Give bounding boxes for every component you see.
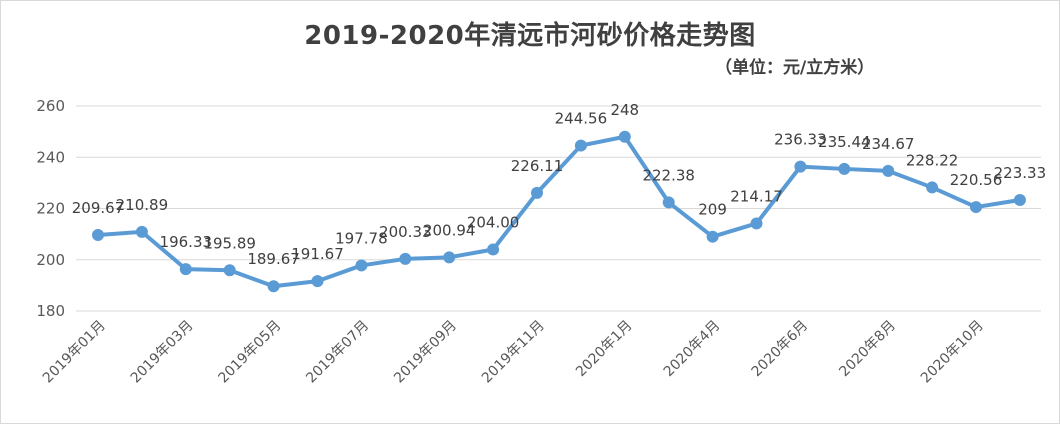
data-point [794,160,807,173]
data-label: 220.56 [950,171,1003,189]
data-label: 235.44 [818,133,871,151]
data-label: 248 [610,101,639,119]
data-label: 236.33 [774,131,827,149]
data-label: 209 [698,201,727,219]
data-point [487,243,500,256]
data-point [399,252,412,265]
data-point [531,186,543,199]
data-point [574,139,587,152]
data-label: 226.11 [511,157,564,175]
data-label: 223.33 [994,164,1047,182]
data-point [970,201,982,214]
data-label: 200.94 [423,221,476,239]
chart-subtitle: （单位：元/立方米） [715,58,875,78]
x-tick-label: 2020年1月 [573,318,636,381]
x-tick-label: 2019年09月 [391,318,460,387]
y-tick-label: 220 [36,200,65,218]
data-label: 197.78 [335,229,388,247]
x-tick-label: 2020年8月 [836,318,899,381]
data-label: 204.00 [467,214,520,232]
data-label: 191.67 [291,245,344,263]
y-tick-label: 180 [36,302,65,320]
series-layer [92,130,1026,293]
data-label: 214.17 [730,187,783,205]
data-label: 189.67 [247,250,300,268]
series-line [96,134,1022,289]
data-label: 234.67 [862,135,915,153]
chart-title: 2019-2020年清远市河砂价格走势图 [304,21,756,51]
x-tick-label: 2019年03月 [128,318,197,387]
data-label: 228.22 [906,151,959,169]
data-point [92,228,104,241]
x-tick-label: 2020年4月 [661,318,724,381]
data-point [179,263,192,276]
gridlines [76,105,1041,312]
data-point [223,264,236,277]
x-tick-label: 2019年11月 [479,318,548,387]
data-point [838,162,851,175]
data-label: 200.33 [379,223,432,241]
data-label: 196.33 [160,233,213,251]
data-label: 195.89 [203,234,256,252]
y-tick-label: 260 [36,97,65,115]
data-point [267,280,280,293]
data-point [443,251,456,264]
data-label: 210.89 [116,196,169,214]
y-tick-label: 240 [36,148,65,166]
x-tick-label: 2020年6月 [749,318,812,381]
data-point [1013,193,1026,206]
x-axis: 2019年01月 2019年03月 2019年05月 2019年07月 2019年09月… [40,318,987,387]
data-label: 222.38 [642,166,695,184]
data-label: 244.56 [555,110,608,128]
data-point [662,196,675,209]
y-tick-label: 200 [36,251,65,269]
data-label: 209.67 [72,199,125,217]
x-tick-label: 2020年10月 [918,318,987,387]
x-tick-label: 2019年07月 [303,318,372,387]
x-tick-label: 2019年05月 [216,318,285,387]
data-point [926,181,939,194]
y-axis: 180 200 220 240 260 [36,97,65,320]
x-tick-label: 2019年01月 [40,318,109,387]
data-point [311,275,324,288]
data-point [750,217,763,230]
data-point [355,259,368,272]
data-point [618,130,631,143]
data-point [135,225,148,238]
data-point [706,230,719,243]
data-point [882,164,895,177]
